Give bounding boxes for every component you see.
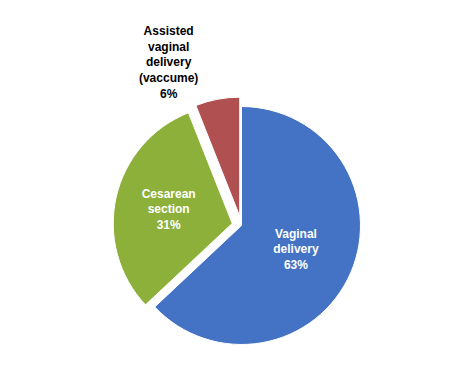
svg-text:Vaginaldelivery63%: Vaginaldelivery63% xyxy=(273,227,319,272)
svg-text:Assistedvaginaldelivery(vaccum: Assistedvaginaldelivery(vaccume)6% xyxy=(139,24,198,100)
svg-text:Cesareansection31%: Cesareansection31% xyxy=(142,187,196,232)
